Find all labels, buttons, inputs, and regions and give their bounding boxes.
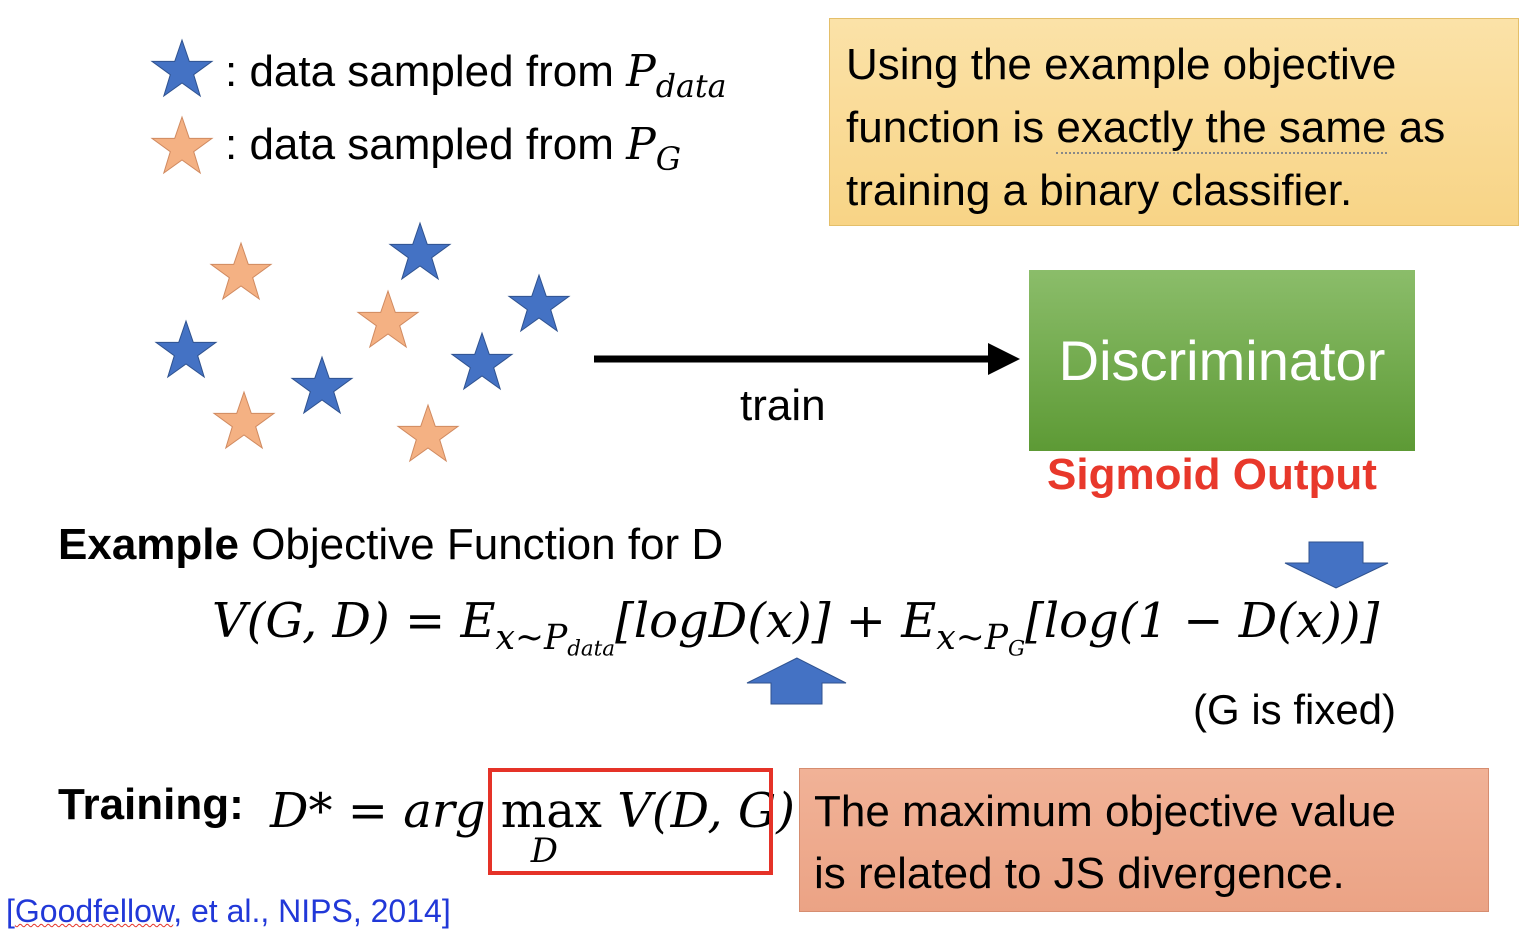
training-formula: D* = arg max D V(D, G) [270,783,795,871]
note-line-2: function is exactly the same as [846,103,1446,154]
js-note-line-1: The maximum objective value [814,787,1397,836]
real-sample-star-icon [291,356,353,414]
g-fixed-note: (G is fixed) [1193,686,1397,733]
objective-formula: V(G, D) = Ex~Pdata[logD(x)] + Ex~PG[log(… [212,593,1380,662]
real-sample-star-icon [389,222,451,280]
fake-sample-star-icon [210,242,272,300]
real-sample-star-icon [451,332,513,390]
fake-sample-star-icon [357,290,419,348]
fake-sample-star-icon [397,404,459,462]
training-label: Training: [58,780,244,829]
binary-classifier-note: Using the example objective function is … [829,18,1519,226]
legend-fake-star-icon [151,116,213,174]
up-arrow-icon [746,657,847,705]
train-label: train [740,381,826,430]
down-arrow-icon [1284,541,1389,589]
objective-heading: Example Objective Function for D [58,520,724,569]
real-sample-star-icon [508,274,570,332]
js-note-line-2: is related to JS divergence. [814,849,1345,898]
legend-real: : data sampled from Pdata [225,46,727,106]
sigmoid-output-label: Sigmoid Output [1047,450,1377,499]
discriminator-label: Discriminator [1058,329,1386,392]
fake-sample-star-icon [213,391,275,449]
real-sample-star-icon [155,320,217,378]
note-line-3: training a binary classifier. [846,166,1353,215]
note-line-1: Using the example objective [846,40,1397,89]
max-highlight-box [488,768,773,875]
legend-real-star-icon [151,39,213,97]
train-arrow-head-icon [988,343,1020,375]
discriminator-box: Discriminator [1029,270,1415,451]
js-divergence-note: The maximum objective value is related t… [799,768,1489,912]
legend-fake: : data sampled from PG [225,119,682,179]
citation-link[interactable]: [Goodfellow, et al., NIPS, 2014] [6,893,451,929]
